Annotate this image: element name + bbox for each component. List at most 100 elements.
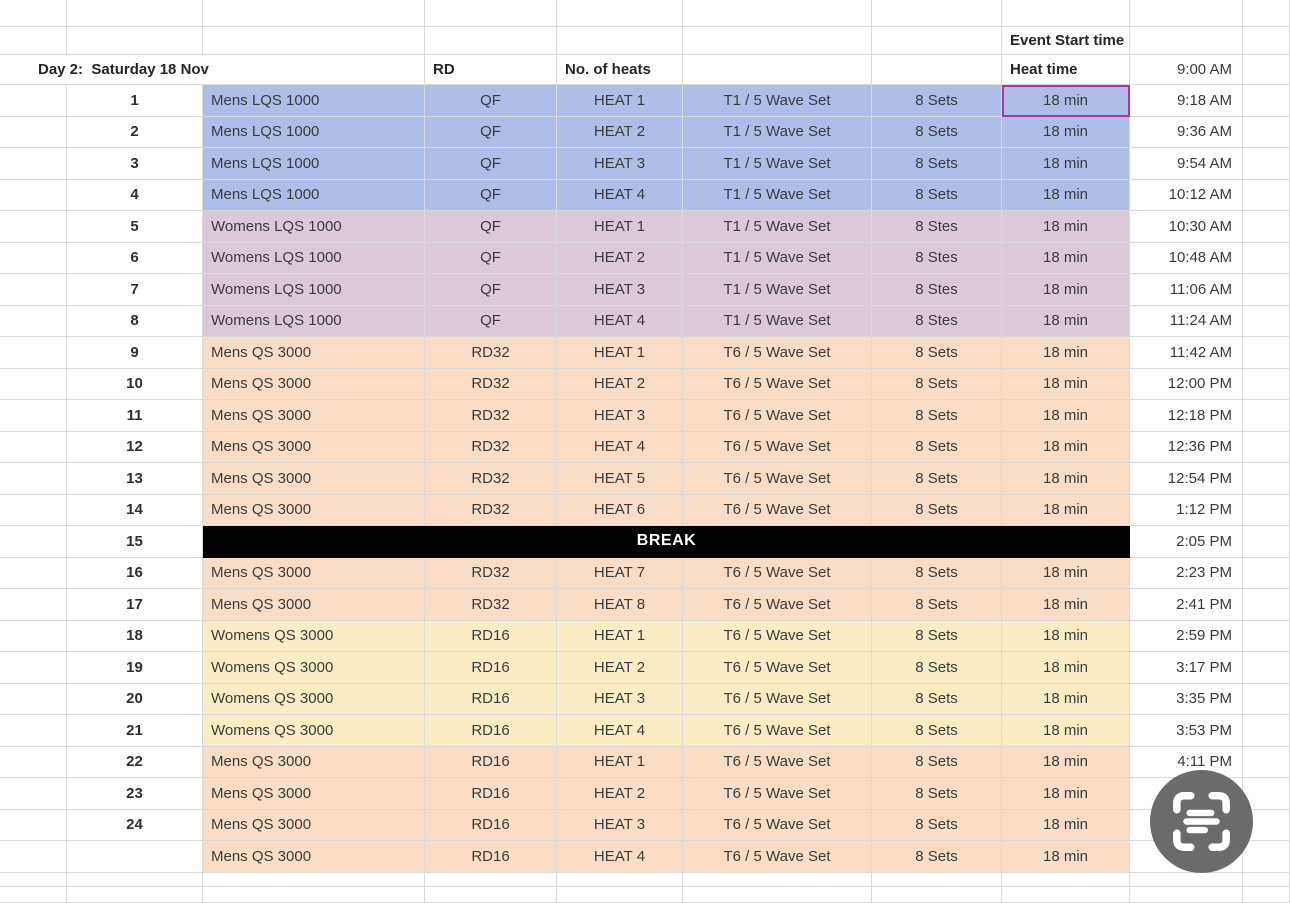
sets-cell[interactable]: 8 Sets <box>872 620 1002 652</box>
empty-cell[interactable] <box>203 27 425 55</box>
sets-cell[interactable]: 8 Sets <box>872 368 1002 400</box>
wave-set-cell[interactable]: T6 / 5 Wave Set <box>683 337 872 369</box>
round-cell[interactable]: QF <box>425 242 557 274</box>
wave-set-cell[interactable]: T6 / 5 Wave Set <box>683 778 872 810</box>
event-cell[interactable]: Mens QS 3000 <box>203 746 425 778</box>
empty-cell[interactable] <box>1243 463 1290 495</box>
wave-set-cell[interactable]: T6 / 5 Wave Set <box>683 620 872 652</box>
empty-cell[interactable] <box>1243 526 1290 558</box>
start-time-cell[interactable]: 3:35 PM <box>1130 683 1243 715</box>
empty-cell[interactable] <box>1243 242 1290 274</box>
row-number-cell[interactable]: 15 <box>67 526 203 558</box>
empty-cell[interactable] <box>0 557 67 589</box>
empty-cell[interactable] <box>1002 886 1130 903</box>
heat-cell[interactable]: HEAT 7 <box>557 557 683 589</box>
sets-cell[interactable]: 8 Sets <box>872 652 1002 684</box>
empty-cell[interactable] <box>0 872 67 887</box>
start-time-cell[interactable]: 10:30 AM <box>1130 211 1243 243</box>
empty-cell[interactable] <box>1243 211 1290 243</box>
empty-cell[interactable] <box>0 809 67 841</box>
empty-cell[interactable] <box>0 242 67 274</box>
round-cell[interactable]: RD32 <box>425 337 557 369</box>
heat-cell[interactable]: HEAT 1 <box>557 85 683 117</box>
start-time-cell[interactable]: 10:48 AM <box>1130 242 1243 274</box>
empty-cell[interactable] <box>0 368 67 400</box>
heat-cell[interactable]: HEAT 4 <box>557 305 683 337</box>
row-number-cell[interactable]: 23 <box>67 778 203 810</box>
wave-set-cell[interactable]: T1 / 5 Wave Set <box>683 305 872 337</box>
event-cell[interactable]: Mens QS 3000 <box>203 400 425 432</box>
heat-cell[interactable]: HEAT 1 <box>557 211 683 243</box>
sets-cell[interactable]: 8 Stes <box>872 274 1002 306</box>
empty-cell[interactable] <box>67 886 203 903</box>
empty-cell[interactable] <box>1243 589 1290 621</box>
heat-time-cell[interactable]: 18 min <box>1002 652 1130 684</box>
sets-cell[interactable]: 8 Stes <box>872 242 1002 274</box>
heat-cell[interactable]: HEAT 3 <box>557 274 683 306</box>
empty-cell[interactable] <box>1243 683 1290 715</box>
event-cell[interactable]: Mens QS 3000 <box>203 589 425 621</box>
heat-cell[interactable]: HEAT 3 <box>557 400 683 432</box>
empty-cell[interactable] <box>67 872 203 887</box>
empty-cell[interactable] <box>1243 116 1290 148</box>
heat-cell[interactable]: HEAT 4 <box>557 841 683 873</box>
sets-cell[interactable]: 8 Sets <box>872 148 1002 180</box>
round-cell[interactable]: RD16 <box>425 683 557 715</box>
event-cell[interactable]: Womens QS 3000 <box>203 652 425 684</box>
event-cell[interactable]: Mens QS 3000 <box>203 463 425 495</box>
empty-cell[interactable] <box>1002 872 1130 887</box>
round-cell[interactable]: QF <box>425 274 557 306</box>
empty-cell[interactable] <box>0 179 67 211</box>
sets-cell[interactable]: 8 Sets <box>872 337 1002 369</box>
start-time-cell[interactable]: 9:36 AM <box>1130 116 1243 148</box>
sets-cell[interactable]: 8 Sets <box>872 557 1002 589</box>
row-number-cell[interactable]: 3 <box>67 148 203 180</box>
row-number-cell[interactable]: 24 <box>67 809 203 841</box>
heat-time-cell[interactable]: 18 min <box>1002 778 1130 810</box>
heat-cell[interactable]: HEAT 6 <box>557 494 683 526</box>
heat-time-cell[interactable]: 18 min <box>1002 400 1130 432</box>
empty-cell[interactable] <box>1243 400 1290 432</box>
start-time-cell[interactable] <box>1130 841 1243 873</box>
event-cell[interactable]: Mens QS 3000 <box>203 368 425 400</box>
heat-time-cell[interactable]: 18 min <box>1002 557 1130 589</box>
event-cell[interactable]: Womens LQS 1000 <box>203 211 425 243</box>
empty-cell[interactable] <box>1243 431 1290 463</box>
sets-cell[interactable]: 8 Stes <box>872 211 1002 243</box>
round-cell[interactable]: RD32 <box>425 400 557 432</box>
empty-cell[interactable] <box>0 148 67 180</box>
round-cell[interactable]: RD16 <box>425 715 557 747</box>
heat-time-cell[interactable]: 18 min <box>1002 242 1130 274</box>
event-cell[interactable]: Mens LQS 1000 <box>203 148 425 180</box>
empty-cell[interactable] <box>1243 0 1290 27</box>
empty-cell[interactable] <box>0 683 67 715</box>
heat-time-cell[interactable]: 18 min <box>1002 368 1130 400</box>
heat-time-column-header[interactable]: Heat time <box>1002 55 1130 85</box>
wave-set-cell[interactable]: T6 / 5 Wave Set <box>683 809 872 841</box>
heat-cell[interactable]: HEAT 1 <box>557 620 683 652</box>
start-time-cell[interactable]: 12:00 PM <box>1130 368 1243 400</box>
row-number-cell[interactable]: 5 <box>67 211 203 243</box>
round-cell[interactable]: QF <box>425 148 557 180</box>
empty-cell[interactable] <box>0 337 67 369</box>
event-cell[interactable]: Mens QS 3000 <box>203 494 425 526</box>
wave-set-cell[interactable]: T6 / 5 Wave Set <box>683 431 872 463</box>
round-cell[interactable]: RD16 <box>425 809 557 841</box>
round-cell[interactable]: QF <box>425 305 557 337</box>
event-cell[interactable]: Womens QS 3000 <box>203 683 425 715</box>
row-number-cell[interactable]: 4 <box>67 179 203 211</box>
wave-set-cell[interactable]: T6 / 5 Wave Set <box>683 683 872 715</box>
event-cell[interactable]: Mens QS 3000 <box>203 557 425 589</box>
row-number-cell[interactable]: 12 <box>67 431 203 463</box>
sets-cell[interactable]: 8 Sets <box>872 746 1002 778</box>
sets-cell[interactable]: 8 Sets <box>872 400 1002 432</box>
empty-cell[interactable] <box>1243 85 1290 117</box>
rd-column-header[interactable]: RD <box>425 55 557 85</box>
round-cell[interactable]: RD16 <box>425 778 557 810</box>
empty-cell[interactable] <box>1243 872 1290 887</box>
empty-cell[interactable] <box>1002 0 1130 27</box>
wave-set-cell[interactable]: T6 / 5 Wave Set <box>683 400 872 432</box>
event-cell[interactable]: Womens QS 3000 <box>203 620 425 652</box>
empty-cell[interactable] <box>1130 27 1243 55</box>
empty-cell[interactable] <box>203 872 425 887</box>
